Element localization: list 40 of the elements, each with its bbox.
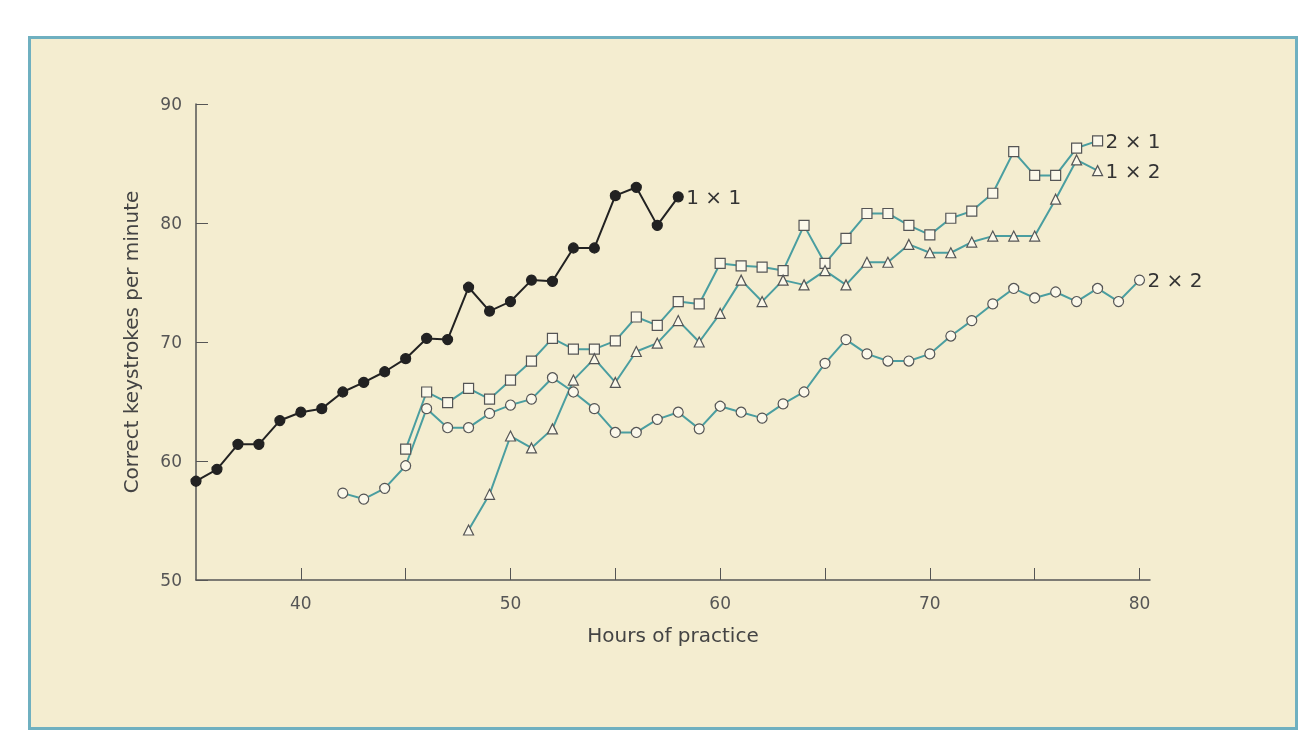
x-tick-label: 40	[290, 592, 312, 613]
series-label: 1 × 2	[1105, 158, 1161, 183]
x-axis-title: Hours of practice	[587, 623, 759, 647]
point	[630, 181, 642, 193]
point	[232, 438, 244, 450]
point	[316, 403, 328, 415]
y-tick-label: 60	[160, 451, 182, 471]
point	[211, 463, 223, 475]
point	[421, 332, 433, 345]
point	[588, 242, 600, 254]
point	[295, 406, 307, 418]
point	[462, 281, 475, 293]
series-label: 2 × 1	[1105, 128, 1161, 153]
point	[253, 438, 265, 450]
y-tick-label: 50	[160, 570, 182, 590]
point	[546, 275, 559, 287]
point	[567, 242, 580, 254]
y-tick-label: 70	[160, 332, 182, 352]
point	[190, 475, 202, 487]
x-tick-label: 80	[1128, 592, 1151, 613]
point	[525, 274, 538, 286]
x-tick-label: 50	[499, 592, 522, 613]
point	[609, 190, 621, 202]
point	[651, 219, 663, 231]
point	[358, 376, 370, 389]
point	[337, 386, 349, 398]
point	[504, 295, 517, 308]
point	[274, 414, 286, 427]
series-label: 2 × 2	[1147, 268, 1203, 293]
y-tick-label: 90	[160, 94, 182, 114]
point	[379, 366, 391, 378]
point	[672, 191, 684, 203]
point	[483, 305, 496, 317]
x-tick-label: 70	[919, 592, 941, 613]
y-axis-title: Correct keystrokes per minute	[119, 190, 143, 494]
point	[442, 334, 454, 346]
x-tick-label: 60	[709, 592, 731, 613]
y-tick-label: 80	[160, 213, 182, 233]
series-label: 1 × 1	[686, 184, 742, 209]
point	[400, 353, 412, 365]
